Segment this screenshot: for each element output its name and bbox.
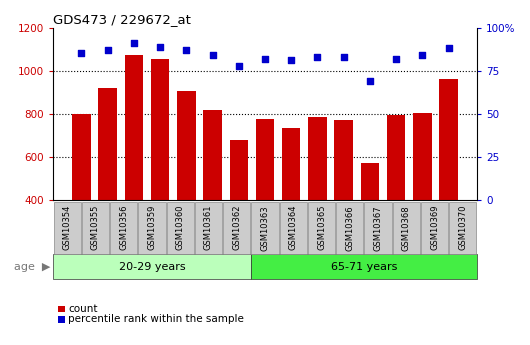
- Bar: [439, 79, 458, 200]
- Bar: [99, 88, 117, 200]
- Bar: [125, 55, 143, 200]
- Point: [208, 52, 217, 58]
- Point: [77, 51, 86, 56]
- Point: [156, 44, 164, 49]
- Text: GSM10363: GSM10363: [261, 205, 269, 250]
- Text: GSM10360: GSM10360: [176, 205, 184, 250]
- Text: GSM10366: GSM10366: [346, 205, 354, 250]
- Bar: [361, 164, 379, 200]
- Text: GDS473 / 229672_at: GDS473 / 229672_at: [53, 13, 191, 27]
- Text: GSM10367: GSM10367: [374, 205, 383, 250]
- Bar: [413, 113, 431, 200]
- Point: [103, 47, 112, 53]
- Bar: [229, 140, 248, 200]
- Text: GSM10365: GSM10365: [317, 205, 326, 250]
- Text: 65-71 years: 65-71 years: [331, 262, 397, 272]
- Point: [418, 52, 427, 58]
- Point: [261, 56, 269, 61]
- Bar: [177, 91, 196, 200]
- Bar: [387, 115, 405, 200]
- Point: [235, 63, 243, 68]
- Text: GSM10361: GSM10361: [204, 205, 213, 250]
- Text: GSM10356: GSM10356: [119, 205, 128, 250]
- Point: [130, 40, 138, 46]
- Bar: [334, 120, 353, 200]
- Point: [339, 54, 348, 60]
- Point: [313, 54, 322, 60]
- Bar: [282, 128, 301, 200]
- Text: GSM10355: GSM10355: [91, 205, 100, 250]
- Text: GSM10369: GSM10369: [430, 205, 439, 250]
- Text: GSM10362: GSM10362: [232, 205, 241, 250]
- Text: GSM10364: GSM10364: [289, 205, 298, 250]
- Point: [366, 78, 374, 84]
- Text: GSM10354: GSM10354: [63, 205, 72, 250]
- Text: GSM10359: GSM10359: [147, 205, 156, 250]
- Point: [392, 56, 400, 61]
- Text: percentile rank within the sample: percentile rank within the sample: [68, 315, 244, 324]
- Text: GSM10370: GSM10370: [458, 205, 467, 250]
- Bar: [204, 110, 222, 200]
- Text: GSM10368: GSM10368: [402, 205, 411, 250]
- Text: count: count: [68, 304, 98, 314]
- Bar: [72, 114, 91, 200]
- Point: [444, 46, 453, 51]
- Bar: [308, 117, 326, 200]
- Bar: [151, 59, 169, 200]
- Point: [182, 47, 191, 53]
- Text: 20-29 years: 20-29 years: [119, 262, 186, 272]
- Point: [287, 58, 295, 63]
- Text: age  ▶: age ▶: [14, 262, 50, 272]
- Bar: [256, 119, 274, 200]
